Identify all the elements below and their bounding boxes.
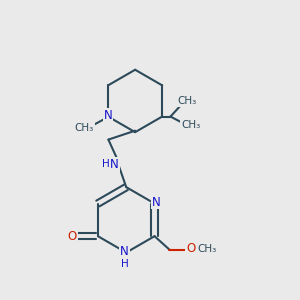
Text: CH₃: CH₃ <box>181 120 200 130</box>
Text: CH₃: CH₃ <box>75 124 94 134</box>
Text: N: N <box>120 244 129 258</box>
Text: N: N <box>104 109 112 122</box>
Text: O: O <box>186 242 195 256</box>
Text: H: H <box>101 159 109 169</box>
Text: CH₃: CH₃ <box>197 244 216 254</box>
Text: CH₃: CH₃ <box>177 96 196 106</box>
Text: H: H <box>121 259 129 269</box>
Text: N: N <box>152 196 160 208</box>
Text: O: O <box>68 230 77 243</box>
Text: N: N <box>110 158 119 171</box>
